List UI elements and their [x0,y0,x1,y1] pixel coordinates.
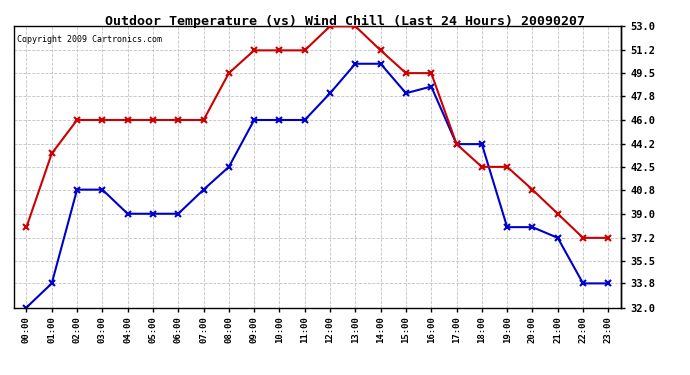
Text: Outdoor Temperature (vs) Wind Chill (Last 24 Hours) 20090207: Outdoor Temperature (vs) Wind Chill (Las… [105,15,585,28]
Text: Copyright 2009 Cartronics.com: Copyright 2009 Cartronics.com [17,35,162,44]
